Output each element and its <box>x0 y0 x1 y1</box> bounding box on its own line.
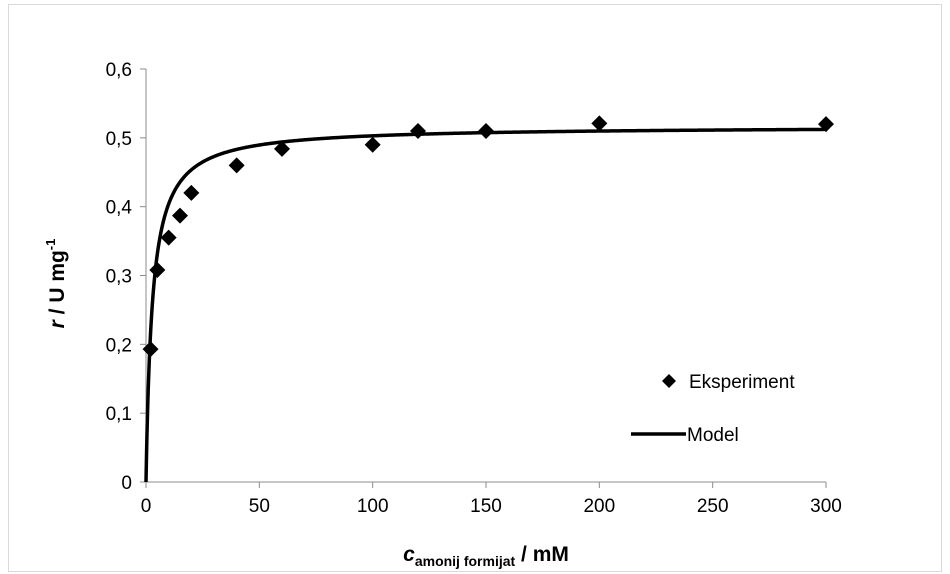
legend: Eksperiment Model <box>631 372 795 446</box>
data-point <box>172 207 188 224</box>
x-tick-label: 50 <box>249 496 270 517</box>
data-point <box>142 341 159 358</box>
x-tick-label: 100 <box>357 496 389 517</box>
model-series <box>144 127 827 484</box>
x-tick-label: 0 <box>141 496 152 517</box>
data-point <box>183 184 200 201</box>
x-tick-label: 200 <box>583 496 615 517</box>
y-tick-label: 0,3 <box>106 267 132 288</box>
data-point <box>160 229 177 246</box>
data-point <box>364 136 381 153</box>
chart-frame: 0 50 100 150 200 250 300 0 0,1 0,2 0,3 0,4 0,5 0,6 E… <box>8 4 942 572</box>
chart: 0 50 100 150 200 250 300 0 0,1 0,2 0,3 0,4 0,5 0,6 E… <box>43 60 842 569</box>
y-tick-label: 0 <box>121 473 132 494</box>
y-tick-label: 0,2 <box>106 335 132 356</box>
y-axis-ticks: 0 0,1 0,2 0,3 0,4 0,5 0,6 <box>106 60 146 494</box>
y-tick-label: 0,5 <box>106 129 132 150</box>
legend-marker-eksperiment <box>662 374 676 388</box>
data-point <box>478 122 494 139</box>
x-tick-label: 300 <box>810 496 842 517</box>
x-axis-title: camonij formijat / mM <box>403 543 569 569</box>
x-tick-label: 250 <box>697 496 729 517</box>
eksperiment-series <box>142 115 834 358</box>
y-tick-label: 0,4 <box>106 198 133 219</box>
data-point <box>591 115 608 132</box>
legend-label-model: Model <box>687 425 739 446</box>
data-point <box>818 116 834 133</box>
data-point <box>149 261 166 278</box>
data-point <box>410 122 426 139</box>
x-axis-ticks: 0 50 100 150 200 250 300 <box>141 482 842 517</box>
data-point <box>228 157 245 174</box>
legend-label-eksperiment: Eksperiment <box>689 372 795 393</box>
x-tick-label: 150 <box>470 496 502 517</box>
y-tick-label: 0,6 <box>106 60 132 81</box>
data-point <box>274 140 290 157</box>
model-line <box>144 127 827 484</box>
y-axis-title: r / U mg-1 <box>43 239 69 329</box>
y-tick-label: 0,1 <box>106 404 132 425</box>
